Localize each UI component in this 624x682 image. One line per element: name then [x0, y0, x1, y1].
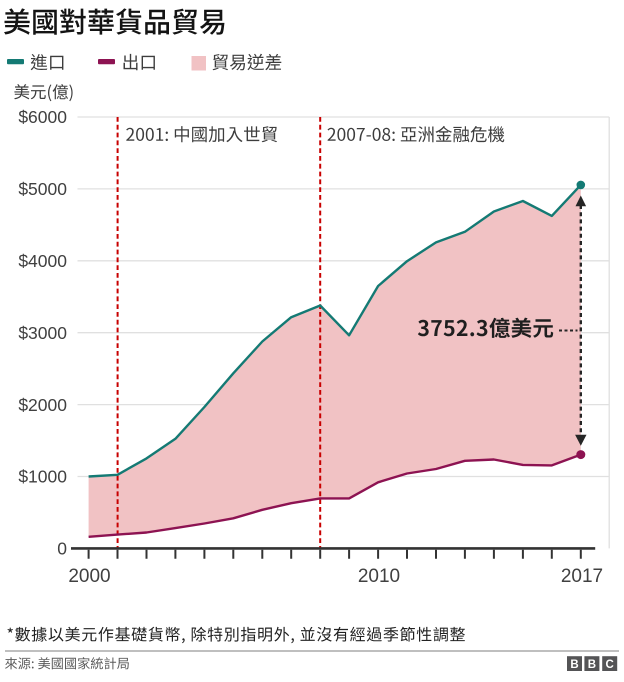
svg-text:2017: 2017: [561, 566, 603, 587]
svg-text:$3000: $3000: [18, 323, 67, 343]
svg-text:$1000: $1000: [18, 467, 67, 487]
svg-text:C: C: [606, 659, 614, 671]
svg-text:B: B: [588, 659, 596, 671]
svg-text:$5000: $5000: [18, 179, 67, 199]
svg-text:$2000: $2000: [18, 395, 67, 415]
svg-text:2010: 2010: [358, 566, 400, 587]
svg-text:2000: 2000: [68, 566, 110, 587]
svg-text:$6000: $6000: [18, 107, 67, 127]
svg-text:$4000: $4000: [18, 251, 67, 271]
svg-text:B: B: [570, 659, 578, 671]
svg-text:0: 0: [57, 539, 67, 559]
